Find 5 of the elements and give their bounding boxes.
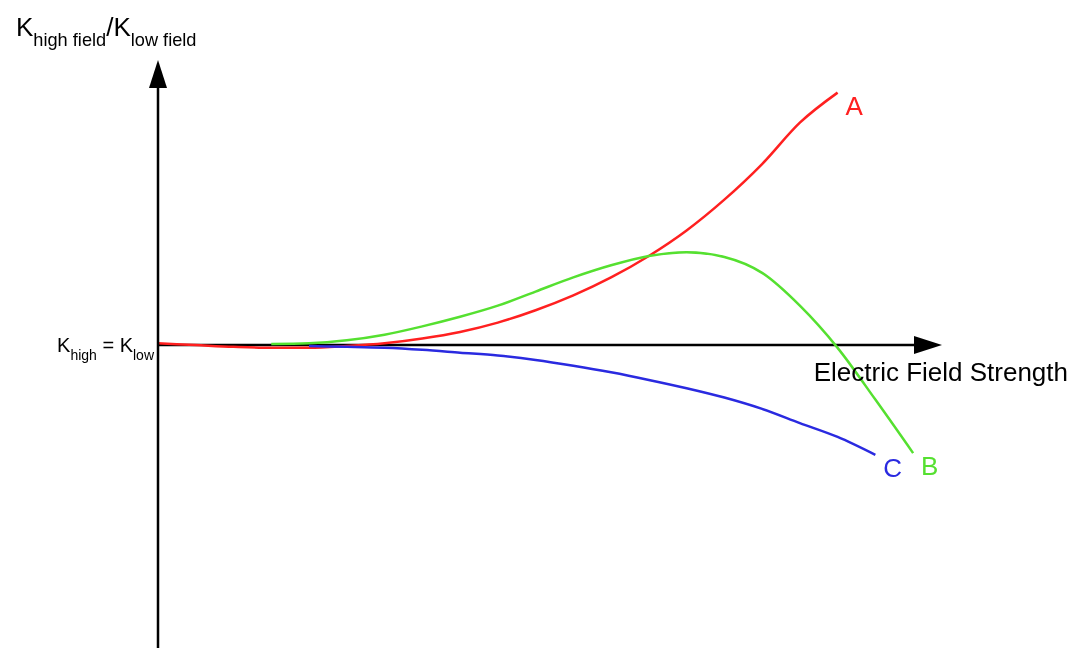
ref-line-label: K$_{high}$ = K$_{low}$ <box>57 334 155 364</box>
series-label: B <box>921 451 939 482</box>
series-label: A <box>845 90 864 121</box>
y-axis-title: K$_{high field}$/K$_{low field}$ <box>16 12 197 50</box>
series-label: C <box>883 452 903 483</box>
